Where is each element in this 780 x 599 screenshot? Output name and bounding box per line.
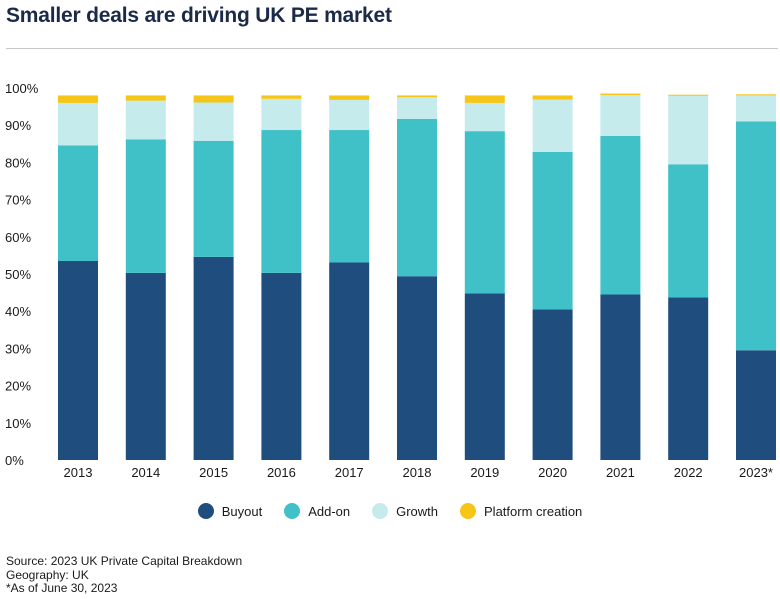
x-tick-label: 2019	[470, 465, 499, 480]
bar-segment-growth	[329, 99, 370, 131]
legend-item-platform-creation: Platform creation	[460, 503, 582, 519]
y-tick-label: 80%	[5, 155, 31, 170]
bar-segment-buyout	[261, 272, 302, 460]
bar-segment-add-on	[58, 145, 98, 261]
bar-segment-growth	[58, 102, 98, 146]
x-tick-label: 2021	[606, 465, 635, 480]
stacked-bar-chart: 0% 10% 20% 30% 40% 50% 60% 70% 80% 90% 100% 2013 201…	[5, 81, 776, 480]
bar-segment-platform-creation	[464, 95, 505, 103]
bar-segment-platform-creation	[736, 94, 776, 96]
as-of-note: *As of June 30, 2023	[6, 581, 118, 595]
bar-segment-add-on	[668, 164, 709, 298]
bar-segment-buyout	[58, 260, 98, 460]
chart-title: Smaller deals are driving UK PE market	[6, 4, 392, 27]
legend-label-platform-creation: Platform creation	[484, 503, 583, 519]
x-tick-label: 2015	[199, 465, 228, 480]
x-tick-label: 2022	[674, 465, 703, 480]
bar-segment-growth	[193, 102, 234, 141]
bar-segment-platform-creation	[668, 94, 709, 96]
bar-segment-add-on	[600, 135, 641, 295]
y-tick-label: 90%	[5, 118, 31, 133]
x-tick-label: 2023*	[739, 465, 773, 480]
bar-segment-growth	[261, 98, 302, 131]
bar-segment-platform-creation	[58, 95, 98, 103]
bar-segment-add-on	[125, 139, 166, 273]
bar-segment-growth	[600, 95, 641, 136]
legend-label-add-on: Add-on	[308, 503, 351, 519]
y-tick-label: 50%	[5, 267, 31, 282]
bar-segment-buyout	[736, 350, 776, 460]
y-tick-label: 40%	[5, 304, 31, 319]
bar-segment-buyout	[464, 293, 505, 460]
title-divider	[6, 48, 778, 49]
x-tick-label: 2014	[131, 465, 160, 480]
x-tick-label: 2020	[538, 465, 567, 480]
y-tick-label: 100%	[5, 81, 39, 96]
bar-segment-growth	[668, 95, 709, 165]
source-note: Source: 2023 UK Private Capital Breakdow…	[6, 554, 243, 568]
bar-segment-platform-creation	[329, 95, 370, 100]
bar-segment-buyout	[600, 294, 641, 460]
legend-label-buyout: Buyout	[221, 503, 263, 519]
bar-segment-platform-creation	[600, 93, 641, 96]
bar-segment-growth	[397, 97, 437, 119]
geography-note: Geography: UK	[6, 567, 89, 582]
bar-segment-growth	[464, 102, 505, 132]
y-tick-label: 0%	[5, 453, 24, 468]
bar-segment-add-on	[193, 140, 234, 257]
y-tick-label: 70%	[5, 193, 31, 208]
bar-segment-buyout	[397, 276, 437, 460]
y-tick-label: 20%	[5, 379, 31, 394]
y-tick-label: 60%	[5, 230, 31, 245]
y-tick-label: 30%	[5, 341, 31, 356]
bar-segment-platform-creation	[532, 95, 573, 100]
bar-segment-growth	[125, 100, 166, 140]
bar-segment-buyout	[193, 256, 234, 460]
bar-segment-growth	[532, 99, 573, 152]
bar-segment-add-on	[261, 130, 302, 273]
bar-segment-add-on	[736, 121, 776, 351]
bar-segment-add-on	[532, 151, 573, 310]
y-tick-label: 10%	[5, 416, 31, 431]
footnotes: Source: 2023 UK Private Capital Breakdow…	[6, 554, 243, 596]
legend: Buyout Add-on Growth Platform creation	[0, 503, 780, 519]
bar-segment-add-on	[397, 118, 437, 277]
x-tick-label: 2016	[267, 465, 296, 480]
bar-segment-add-on	[464, 131, 505, 294]
legend-swatch-buyout	[197, 503, 214, 519]
x-tick-label: 2017	[335, 465, 364, 480]
bar-segment-buyout	[329, 262, 370, 460]
legend-item-buyout: Buyout	[197, 503, 263, 519]
x-tick-label: 2013	[64, 465, 93, 480]
bar-segment-buyout	[125, 272, 166, 460]
bar-segment-growth	[736, 95, 776, 122]
bar-segment-platform-creation	[193, 95, 234, 103]
legend-label-growth: Growth	[396, 503, 439, 519]
bar-segment-buyout	[532, 309, 573, 460]
bar-segment-buyout	[668, 297, 709, 460]
bar-segment-add-on	[329, 130, 370, 263]
bar-segment-platform-creation	[261, 95, 302, 99]
legend-item-growth: Growth	[372, 503, 438, 519]
legend-swatch-platform-creation	[460, 503, 477, 519]
bar-segment-platform-creation	[125, 95, 166, 101]
legend-swatch-add-on	[284, 503, 301, 519]
bar-segment-platform-creation	[397, 95, 437, 98]
x-tick-label: 2018	[403, 465, 432, 480]
legend-item-add-on: Add-on	[284, 503, 350, 519]
legend-swatch-growth	[372, 503, 389, 519]
